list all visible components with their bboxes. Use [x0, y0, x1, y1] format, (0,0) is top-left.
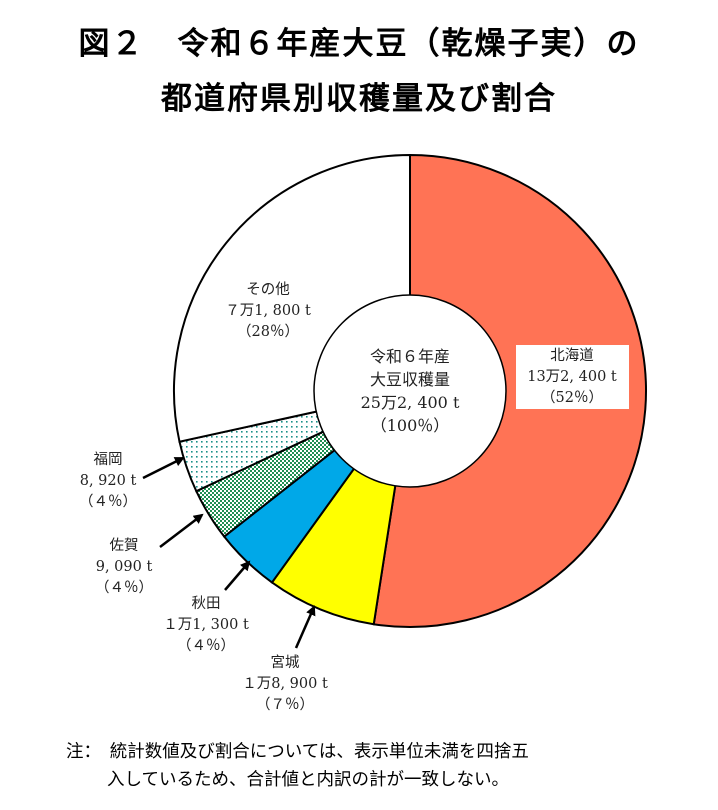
- leader-arrow-3: [142, 456, 185, 480]
- slice-value-5: ７万1, 800 t: [225, 303, 311, 319]
- slice-name-3: 佐賀: [110, 537, 139, 554]
- slice-name-5: その他: [246, 281, 290, 298]
- pie-slice-0: [372, 153, 648, 628]
- note-line-2: 入しているため、合計値と内訳の計が一致しない。: [107, 770, 509, 790]
- slice-value-2: １万1, 300 t: [163, 617, 249, 633]
- slice-value-4: 8, 920 t: [80, 473, 137, 489]
- slice-percent-1: （７％）: [256, 696, 314, 713]
- slice-percent-5: （28％）: [237, 323, 299, 340]
- center-label-line-3: 25万2, 400 t: [361, 393, 460, 412]
- center-label-line-4: （100％）: [371, 416, 450, 435]
- leader-arrow-0: [294, 605, 316, 649]
- slice-percent-2: （４％）: [177, 637, 235, 654]
- slice-name-2: 秋田: [192, 595, 221, 612]
- leader-arrow-2: [159, 513, 204, 548]
- slice-percent-4: （４％）: [79, 493, 137, 510]
- center-label-line-1: 令和６年産: [370, 347, 450, 366]
- chart-title-line-2: 都道府県別収穫量及び割合: [161, 81, 557, 117]
- slice-label-background-0: [516, 345, 629, 409]
- slice-name-1: 宮城: [271, 654, 300, 671]
- center-label-line-2: 大豆収穫量: [370, 370, 450, 389]
- center-label: 令和６年産 大豆収穫量 25万2, 400 t （100％）: [361, 347, 460, 435]
- slice-value-1: １万8, 900 t: [242, 676, 328, 692]
- donut-hole: [313, 294, 507, 488]
- leader-arrow-1: [224, 560, 251, 591]
- slice-name-0: 北海道: [550, 347, 594, 364]
- note-line-1: 注： 統計数値及び割合については、表示単位未満を四捨五: [66, 742, 529, 762]
- slice-percent-3: （４％）: [95, 579, 153, 596]
- slice-name-4: 福岡: [94, 451, 123, 468]
- slice-percent-0: （52％）: [541, 389, 603, 406]
- slice-value-0: 13万2, 400 t: [527, 369, 617, 385]
- slice-value-3: 9, 090 t: [96, 559, 153, 575]
- chart-title-line-1: 図２ 令和６年産大豆（乾燥子実）の: [78, 26, 640, 62]
